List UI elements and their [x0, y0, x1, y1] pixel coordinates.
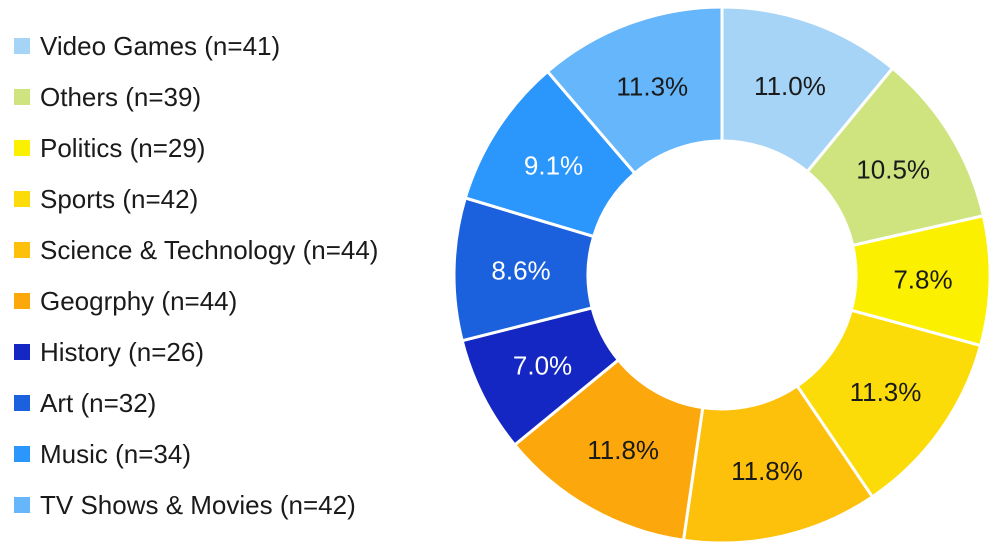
legend-swatch-history [14, 344, 30, 360]
slice-label-politics: 7.8% [893, 264, 952, 294]
slice-labels: 11.0% 10.5% 7.8% 11.3% 11.8% 11.8% 7.0% 8.6% 9.1… [491, 71, 952, 486]
slice-label-science-and-technology: 11.8% [731, 456, 803, 486]
legend-swatch-politics [14, 140, 30, 156]
legend-swatch-geogrphy [14, 293, 30, 309]
slice-label-video-games: 11.0% [754, 71, 826, 101]
legend: Video Games (n=41) Others (n=39) Politics … [14, 31, 378, 520]
donut-slices [452, 5, 992, 545]
legend-swatch-tv-shows-and-movies [14, 497, 30, 513]
slice-label-art: 8.6% [491, 256, 550, 286]
legend-label-video-games: Video Games (n=41) [40, 31, 280, 61]
legend-swatch-music [14, 446, 30, 462]
slice-tv-shows-and-movies [545, 5, 724, 176]
legend-swatch-others [14, 89, 30, 105]
legend-label-history: History (n=26) [40, 337, 204, 367]
legend-label-sports: Sports (n=42) [40, 184, 198, 214]
legend-label-politics: Politics (n=29) [40, 133, 205, 163]
slice-label-geogrphy: 11.8% [587, 435, 659, 465]
legend-label-others: Others (n=39) [40, 82, 201, 112]
slice-label-sports: 11.3% [850, 377, 922, 407]
legend-label-geogrphy: Geogrphy (n=44) [40, 286, 237, 316]
slice-label-tv-shows-and-movies: 11.3% [616, 71, 688, 101]
legend-label-science-and-technology: Science & Technology (n=44) [40, 235, 378, 265]
legend-swatch-video-games [14, 38, 30, 54]
legend-label-art: Art (n=32) [40, 388, 156, 418]
slice-label-music: 9.1% [524, 150, 583, 180]
legend-swatch-science-and-technology [14, 242, 30, 258]
slice-label-others: 10.5% [856, 155, 930, 185]
legend-swatch-sports [14, 191, 30, 207]
slice-label-history: 7.0% [513, 351, 572, 381]
legend-label-tv-shows-and-movies: TV Shows & Movies (n=42) [40, 490, 356, 520]
legend-label-music: Music (n=34) [40, 439, 191, 469]
legend-swatch-art [14, 395, 30, 411]
